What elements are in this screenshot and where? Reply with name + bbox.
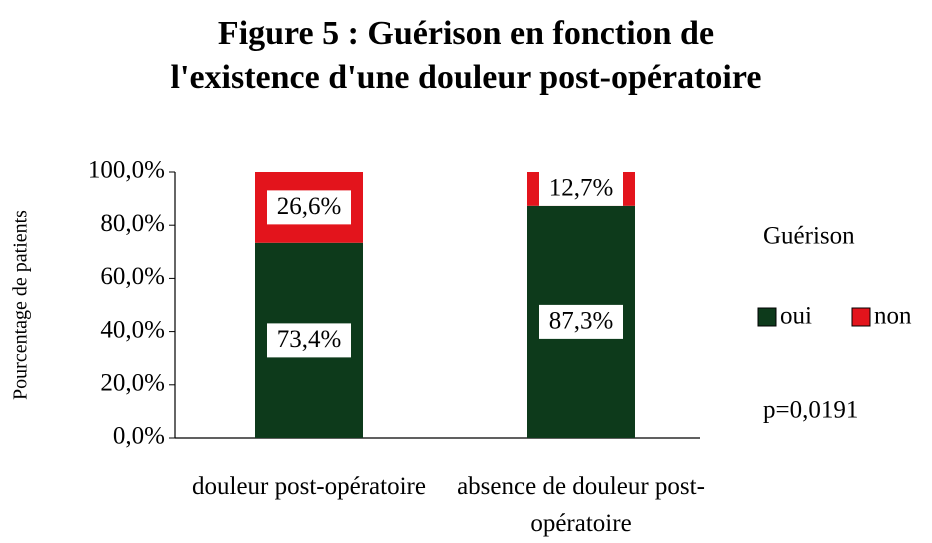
y-tick-label: 0,0% [113, 423, 165, 450]
legend-title: Guérison [763, 223, 855, 250]
x-tick-label: douleur post-opératoire [192, 473, 426, 500]
legend-swatch [851, 307, 871, 327]
value-label: 73,4% [277, 326, 342, 353]
value-label-box [539, 171, 623, 206]
value-label: 87,3% [549, 308, 614, 335]
y-axis-label: Pourcentage de patients [10, 210, 32, 400]
value-label-box [539, 304, 623, 339]
legend-swatch [757, 307, 777, 327]
value-label-box [267, 190, 351, 225]
value-label: 12,7% [549, 175, 614, 202]
x-tick-label: absence de douleur post-opératoire [457, 473, 705, 537]
y-tick-label: 40,0% [100, 316, 165, 343]
annotation: p=0,0191 [763, 397, 858, 424]
legend-label: oui [780, 303, 812, 330]
y-tick-label: 80,0% [100, 210, 165, 237]
y-tick-label: 20,0% [100, 370, 165, 397]
legend-label: non [874, 303, 912, 330]
value-label: 26,6% [277, 193, 342, 220]
y-tick-label: 100,0% [88, 157, 165, 184]
chart-title: Figure 5 : Guérison en fonction de l'exi… [170, 15, 762, 96]
y-tick-label: 60,0% [100, 263, 165, 290]
value-label-box [267, 323, 351, 358]
